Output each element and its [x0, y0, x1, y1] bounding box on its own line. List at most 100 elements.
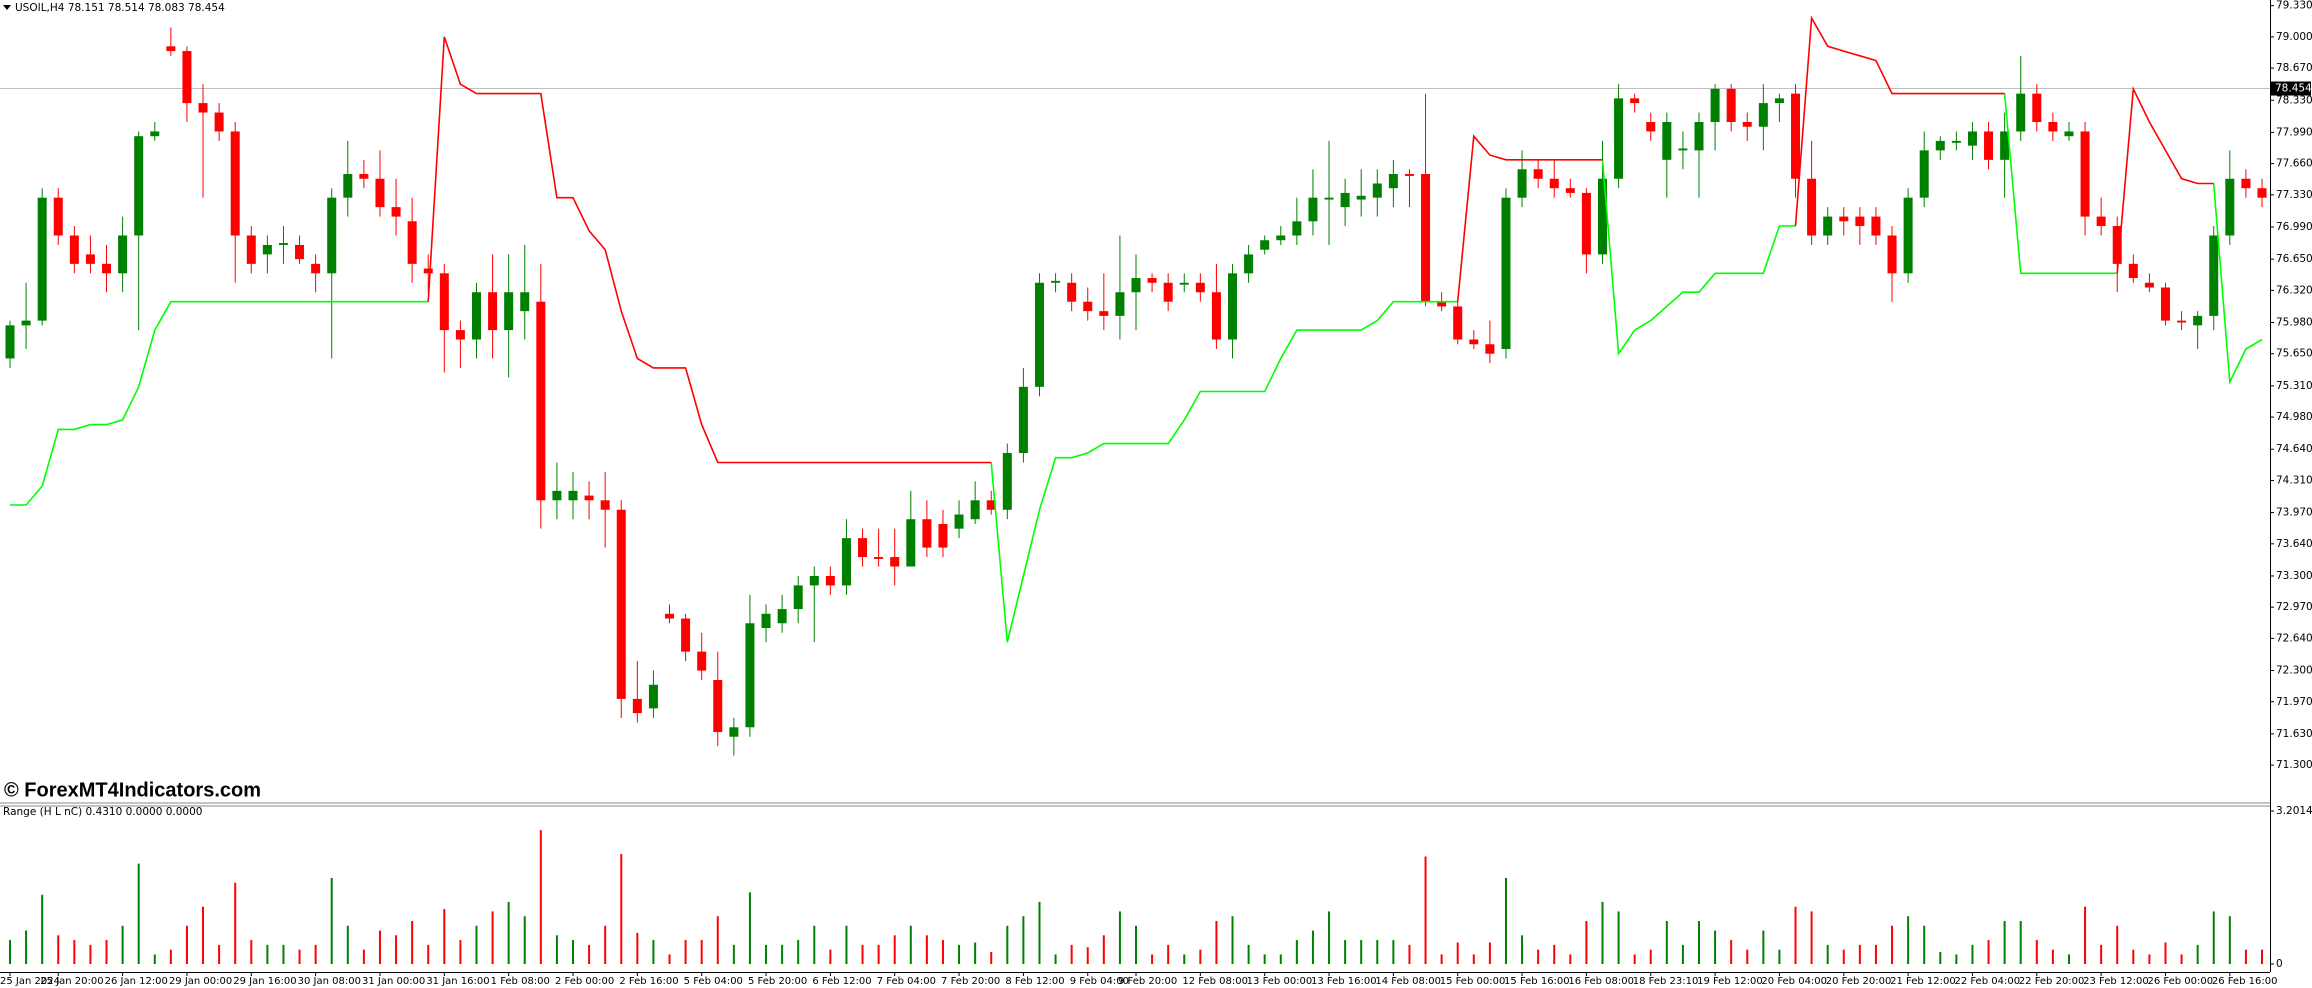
- range-bar: [153, 954, 156, 964]
- candle-body: [874, 557, 884, 559]
- range-bar: [2019, 920, 2022, 964]
- trend-line: [427, 15, 2214, 464]
- range-bar: [1521, 935, 1524, 964]
- x-tick-label: 25 Jan 2024: [0, 976, 60, 987]
- range-bar: [1681, 944, 1684, 964]
- x-tick-label: 20 Feb 20:00: [1826, 976, 1892, 987]
- range-bar: [1762, 930, 1765, 964]
- candle-body: [1469, 339, 1479, 345]
- candle-body: [1260, 240, 1270, 250]
- x-tick-label: 22 Feb 20:00: [2019, 976, 2085, 987]
- y-tick-label: 76.990: [2276, 221, 2312, 233]
- candle-body: [2225, 178, 2235, 236]
- range-bar: [748, 892, 751, 964]
- candle-body: [600, 500, 610, 510]
- candle-body: [665, 613, 675, 619]
- range-bar: [1022, 916, 1025, 964]
- range-bar: [1842, 949, 1845, 964]
- range-bar: [1199, 949, 1202, 964]
- range-bar: [1698, 920, 1700, 964]
- candle-body: [970, 500, 980, 520]
- range-bar: [813, 925, 816, 964]
- range-bar: [990, 952, 993, 964]
- candle-body: [1404, 174, 1414, 176]
- candle-body: [761, 613, 771, 628]
- range-bar: [1424, 856, 1427, 964]
- candle-body: [1710, 88, 1720, 123]
- range-bar: [314, 944, 317, 964]
- y-tick-label: 77.660: [2276, 158, 2312, 170]
- range-bar: [57, 935, 60, 964]
- range-bar: [1231, 916, 1234, 964]
- candle-body: [246, 235, 256, 264]
- range-bar: [73, 940, 76, 964]
- candle-body: [1726, 88, 1736, 123]
- indicator-header: Range (H L nC) 0.4310 0.0000 0.0000: [3, 806, 202, 818]
- candle-body: [1485, 344, 1495, 354]
- range-bar: [1569, 954, 1572, 964]
- x-tick-label: 14 Feb 08:00: [1375, 976, 1441, 987]
- range-bar: [2100, 944, 2103, 964]
- range-bar: [636, 932, 639, 964]
- x-tick-label: 15 Feb 16:00: [1504, 976, 1570, 987]
- candle-body: [1871, 216, 1881, 236]
- range-bar: [185, 925, 188, 964]
- y-tick-label: 78.330: [2276, 94, 2312, 106]
- range-bar: [395, 935, 398, 964]
- x-tick-label: 30 Jan 08:00: [298, 976, 361, 987]
- range-bar: [555, 935, 558, 964]
- range-bar: [1987, 940, 1990, 964]
- x-tick-label: 2 Feb 00:00: [555, 976, 614, 987]
- candle-body: [552, 490, 562, 501]
- range-bar: [1537, 949, 1540, 964]
- y-tick-label: 73.970: [2276, 507, 2312, 519]
- y-tick-label: 75.310: [2276, 380, 2312, 392]
- candle-body: [1935, 140, 1945, 151]
- candle-body: [1597, 178, 1607, 255]
- collapse-icon[interactable]: [3, 5, 11, 10]
- candle-body: [1662, 122, 1672, 160]
- range-bar: [572, 940, 574, 964]
- x-tick-label: 23 Feb 12:00: [2083, 976, 2149, 987]
- range-bar: [2132, 949, 2135, 964]
- range-bar: [2180, 954, 2183, 964]
- candle-body: [1051, 280, 1061, 283]
- range-bar: [523, 916, 526, 964]
- candle-body: [2000, 131, 2010, 160]
- candle-body: [69, 235, 79, 264]
- range-bar: [652, 940, 655, 964]
- candle-body: [1308, 197, 1318, 222]
- candle-body: [632, 698, 642, 714]
- range-bar: [1601, 901, 1604, 964]
- range-bar: [1504, 877, 1507, 964]
- candle-body: [439, 273, 449, 331]
- candle-body: [118, 235, 128, 274]
- range-bar: [491, 911, 494, 964]
- candle-body: [37, 197, 47, 321]
- range-bar: [9, 940, 11, 964]
- candle-body: [1388, 174, 1398, 189]
- y-tick-label: 75.650: [2276, 348, 2312, 360]
- range-bar: [1279, 954, 1282, 964]
- range-bar: [797, 940, 800, 964]
- y-tick-label: 72.970: [2276, 601, 2312, 613]
- range-bar: [507, 901, 510, 964]
- candle-body: [1774, 98, 1784, 104]
- candle-body: [713, 679, 723, 733]
- candle-body: [2080, 131, 2090, 217]
- candle-body: [1356, 195, 1366, 200]
- range-bar: [620, 854, 623, 964]
- candle-body: [407, 221, 417, 264]
- candle-body: [423, 268, 433, 274]
- candle-body: [2241, 178, 2251, 189]
- candle-body: [359, 174, 369, 179]
- candle-body: [1018, 386, 1028, 454]
- range-bar: [378, 930, 381, 964]
- candle-body: [391, 207, 401, 217]
- candle-body: [1340, 192, 1350, 208]
- range-bar: [925, 935, 928, 964]
- candle-body: [1276, 235, 1286, 241]
- y-tick-label: 74.310: [2276, 474, 2312, 486]
- range-bar: [234, 882, 237, 964]
- candle-body: [2209, 235, 2219, 316]
